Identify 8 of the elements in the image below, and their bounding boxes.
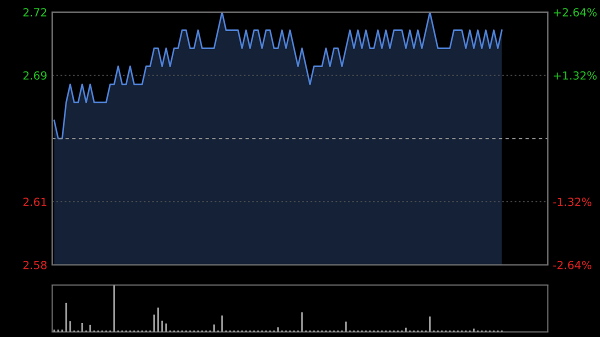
y2-tick-label: +2.64% <box>554 8 597 17</box>
y-tick-label: 2.61 <box>23 198 46 206</box>
y-tick-label: 2.58 <box>23 260 47 270</box>
y2-tick-label: -2.64% <box>553 260 592 270</box>
y-tick-label: 2.69 <box>23 71 47 80</box>
y2-tick-label: +1.32% <box>554 71 597 80</box>
y-tick-label: 2.72 <box>23 8 46 16</box>
y2-tick-label: -1.32% <box>553 198 592 206</box>
